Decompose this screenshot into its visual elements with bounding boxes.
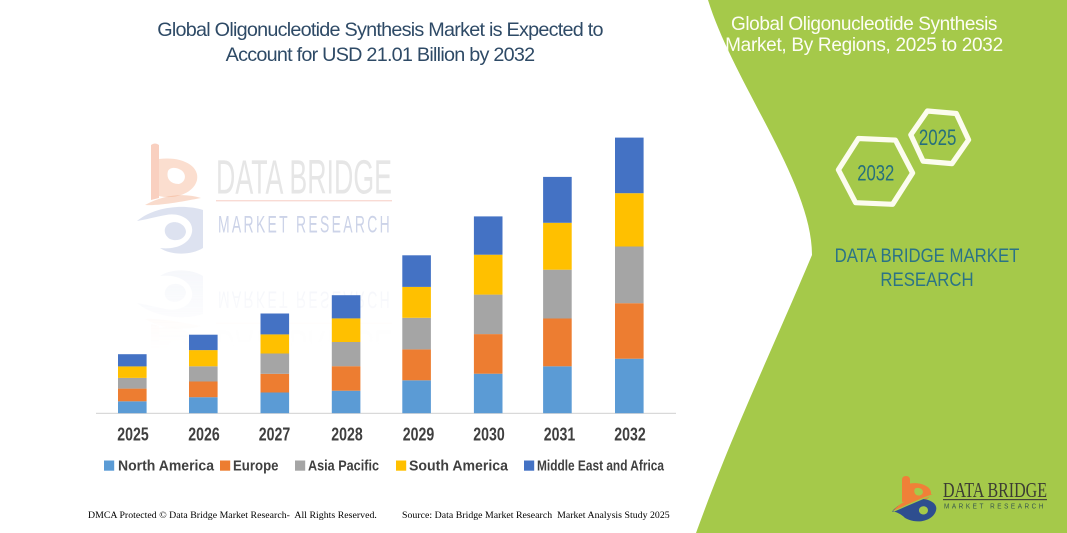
svg-text:DATA BRIDGE: DATA BRIDGE	[943, 478, 1047, 502]
svg-text:2029: 2029	[403, 425, 434, 445]
svg-text:2031: 2031	[544, 425, 575, 445]
svg-text:South America: South America	[409, 458, 509, 474]
svg-text:2025: 2025	[919, 125, 957, 150]
svg-text:2025: 2025	[117, 425, 148, 445]
svg-text:North America: North America	[118, 458, 215, 474]
svg-text:2028: 2028	[331, 425, 362, 445]
svg-text:2032: 2032	[614, 425, 645, 445]
svg-text:MARKET RESEARCH: MARKET RESEARCH	[944, 502, 1046, 511]
svg-text:Asia Pacific: Asia Pacific	[308, 458, 379, 474]
svg-text:2030: 2030	[473, 425, 504, 445]
svg-text:2026: 2026	[188, 425, 219, 445]
svg-text:Europe: Europe	[233, 458, 279, 474]
svg-text:2027: 2027	[259, 425, 290, 445]
svg-text:2032: 2032	[857, 161, 894, 186]
svg-text:Middle East and Africa: Middle East and Africa	[537, 458, 665, 474]
